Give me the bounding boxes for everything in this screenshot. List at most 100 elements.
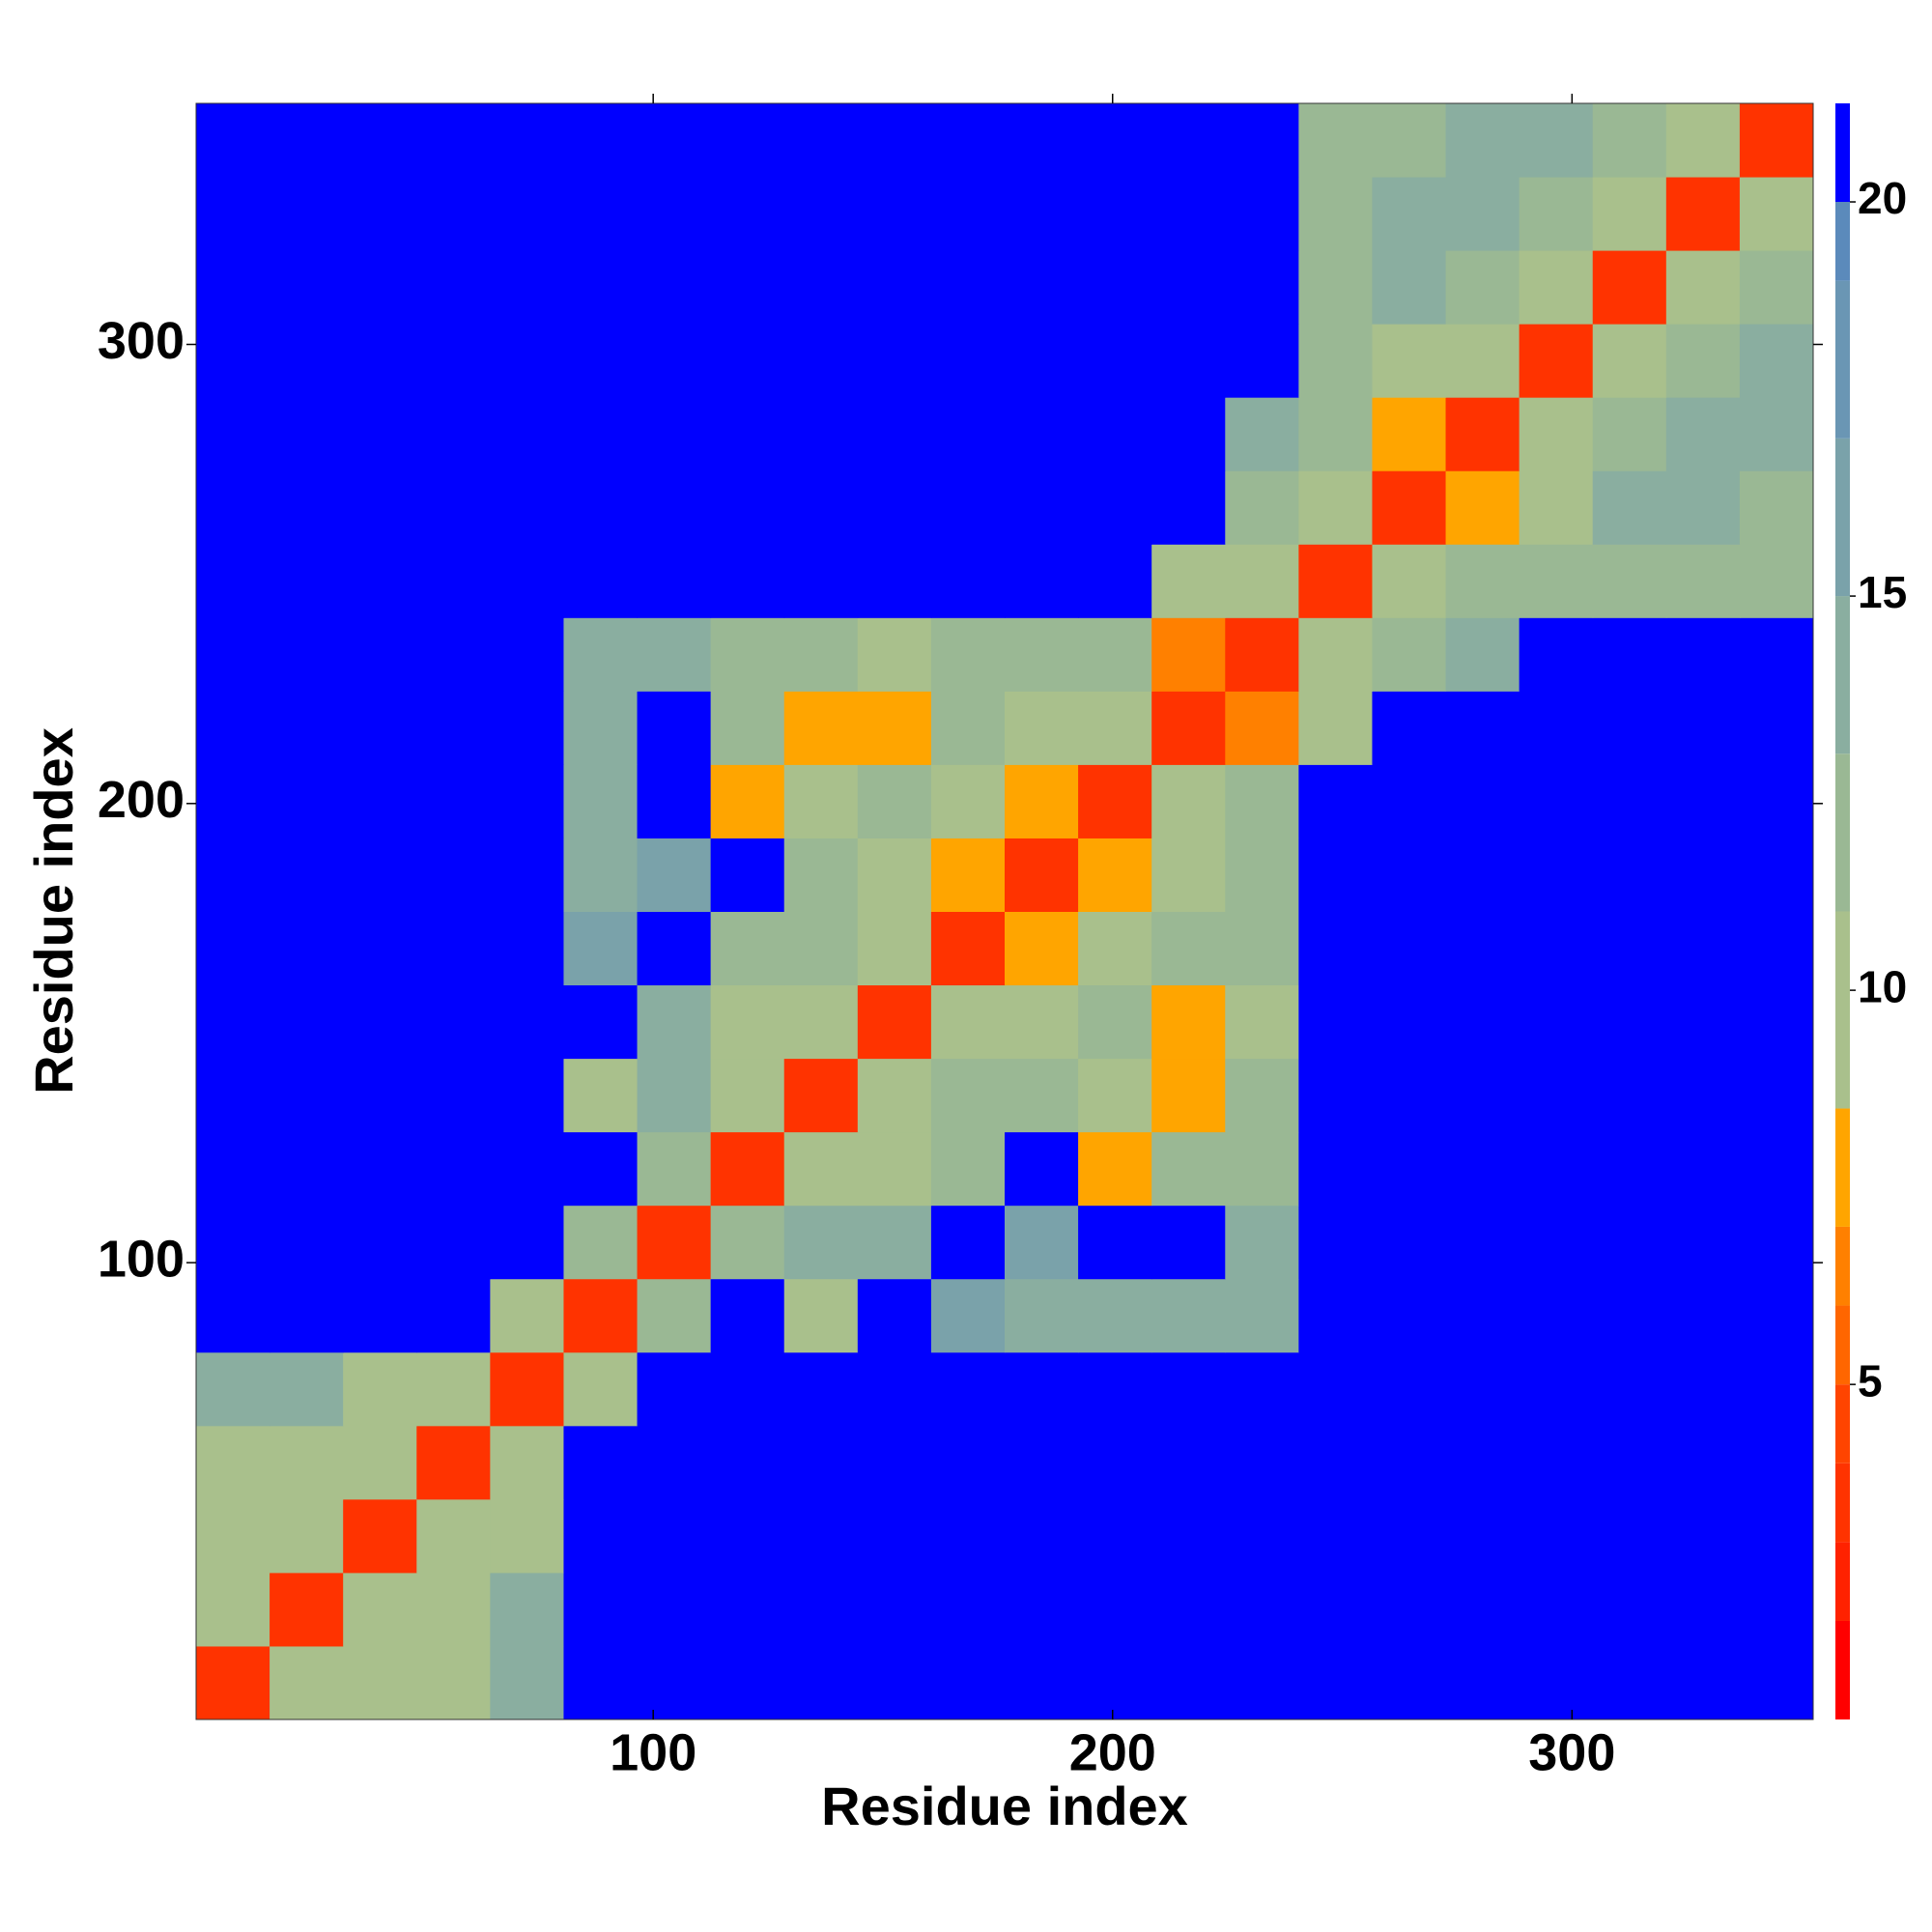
heatmap-cell (416, 250, 491, 325)
heatmap-cell (196, 397, 270, 471)
heatmap-cell (1739, 324, 1814, 398)
heatmap-cell (1005, 397, 1079, 471)
heatmap-cell (196, 764, 270, 838)
heatmap-cell (270, 1131, 344, 1207)
heatmap-cell (1592, 691, 1667, 765)
heatmap-cell (1665, 1205, 1741, 1280)
heatmap-cell (1739, 544, 1814, 618)
heatmap-cell (1005, 838, 1079, 912)
x-tick-label: 200 (1069, 1723, 1156, 1781)
heatmap-cell (1005, 1572, 1079, 1647)
heatmap-cell (1225, 177, 1299, 251)
heatmap-cell (416, 397, 491, 471)
heatmap-cell (1005, 1205, 1079, 1280)
heatmap-cell (1151, 103, 1226, 178)
heatmap-cell (783, 177, 859, 251)
heatmap-cell (1298, 1498, 1373, 1574)
heatmap-cell (1225, 617, 1299, 692)
heatmap-cell (1445, 397, 1520, 471)
heatmap-cell (930, 1278, 1006, 1353)
heatmap-cell (1372, 470, 1447, 545)
heatmap-cell (1739, 1498, 1814, 1574)
colorbar-tick-label: 20 (1858, 173, 1907, 223)
heatmap-cell (1372, 1205, 1447, 1280)
heatmap-cell (1592, 1058, 1667, 1133)
heatmap-cell (1005, 544, 1079, 618)
heatmap-cell (710, 250, 785, 325)
heatmap-cell (637, 177, 712, 251)
heatmap-cell (1151, 397, 1226, 471)
heatmap-cell (1592, 544, 1667, 618)
heatmap-cell (270, 764, 344, 838)
heatmap-cell (490, 1058, 564, 1133)
heatmap-cell (1151, 544, 1226, 618)
heatmap-cell (1225, 1278, 1299, 1353)
heatmap-cell (710, 324, 785, 398)
heatmap-cell (710, 911, 785, 986)
heatmap-cell (1151, 691, 1226, 765)
heatmap-cell (710, 1351, 785, 1427)
y-tick-label: 300 (98, 312, 185, 370)
heatmap-cell (196, 1645, 270, 1720)
heatmap-cell (1005, 324, 1079, 398)
heatmap-cell (563, 177, 639, 251)
heatmap-cell (1372, 691, 1447, 765)
heatmap-cell (930, 1351, 1006, 1427)
colorbar-band (1835, 1384, 1850, 1463)
heatmap-cell (1078, 984, 1152, 1060)
heatmap-cell (343, 250, 417, 325)
heatmap-cell (1665, 103, 1741, 178)
heatmap-cell (1372, 177, 1447, 251)
heatmap-cell (490, 1278, 564, 1353)
heatmap-cell (1445, 324, 1520, 398)
heatmap-cell (1078, 177, 1152, 251)
heatmap-cell (710, 544, 785, 618)
heatmap-cell (490, 1572, 564, 1647)
heatmap-cell (857, 617, 932, 692)
heatmap-cell (1519, 324, 1594, 398)
colorbar-band (1835, 1542, 1850, 1621)
heatmap-cell (416, 1425, 491, 1500)
heatmap-cell (1078, 691, 1152, 765)
heatmap-cell (1445, 617, 1520, 692)
heatmap-cell (270, 177, 344, 251)
heatmap-cell (490, 764, 564, 838)
heatmap-cell (930, 617, 1006, 692)
heatmap-cell (930, 397, 1006, 471)
heatmap-cell (637, 1425, 712, 1500)
heatmap-cell (343, 1278, 417, 1353)
heatmap-cell (1005, 1131, 1079, 1207)
heatmap-cell (416, 1498, 491, 1574)
colorbar-tick-label: 10 (1858, 961, 1907, 1011)
heatmap-cell (490, 1351, 564, 1427)
heatmap-cell (930, 838, 1006, 912)
heatmap-cell (1665, 250, 1741, 325)
heatmap-cell (1372, 544, 1447, 618)
heatmap-cell (1372, 324, 1447, 398)
heatmap-cell (1519, 470, 1594, 545)
heatmap-cell (1372, 617, 1447, 692)
heatmap-cell (1739, 1645, 1814, 1720)
heatmap-cell (857, 250, 932, 325)
heatmap-cell (490, 911, 564, 986)
heatmap-cell (1372, 1131, 1447, 1207)
x-tick-label: 100 (610, 1723, 696, 1781)
heatmap-cell (1665, 397, 1741, 471)
heatmap-cell (1225, 1645, 1299, 1720)
heatmap-cell (1665, 1131, 1741, 1207)
heatmap-cell (1592, 324, 1667, 398)
heatmap-cell (710, 984, 785, 1060)
heatmap-cell (416, 470, 491, 545)
heatmap-cell (196, 1498, 270, 1574)
heatmap-cell (1739, 691, 1814, 765)
heatmap-cell (1078, 617, 1152, 692)
heatmap-cell (1078, 250, 1152, 325)
heatmap-cell (1372, 1572, 1447, 1647)
heatmap-cell (1445, 1205, 1520, 1280)
heatmap-cell (1151, 1645, 1226, 1720)
heatmap-cell (1665, 691, 1741, 765)
heatmap-cell (1005, 1425, 1079, 1500)
heatmap-cell (563, 838, 639, 912)
heatmap-cell (343, 1498, 417, 1574)
heatmap-cell (343, 397, 417, 471)
